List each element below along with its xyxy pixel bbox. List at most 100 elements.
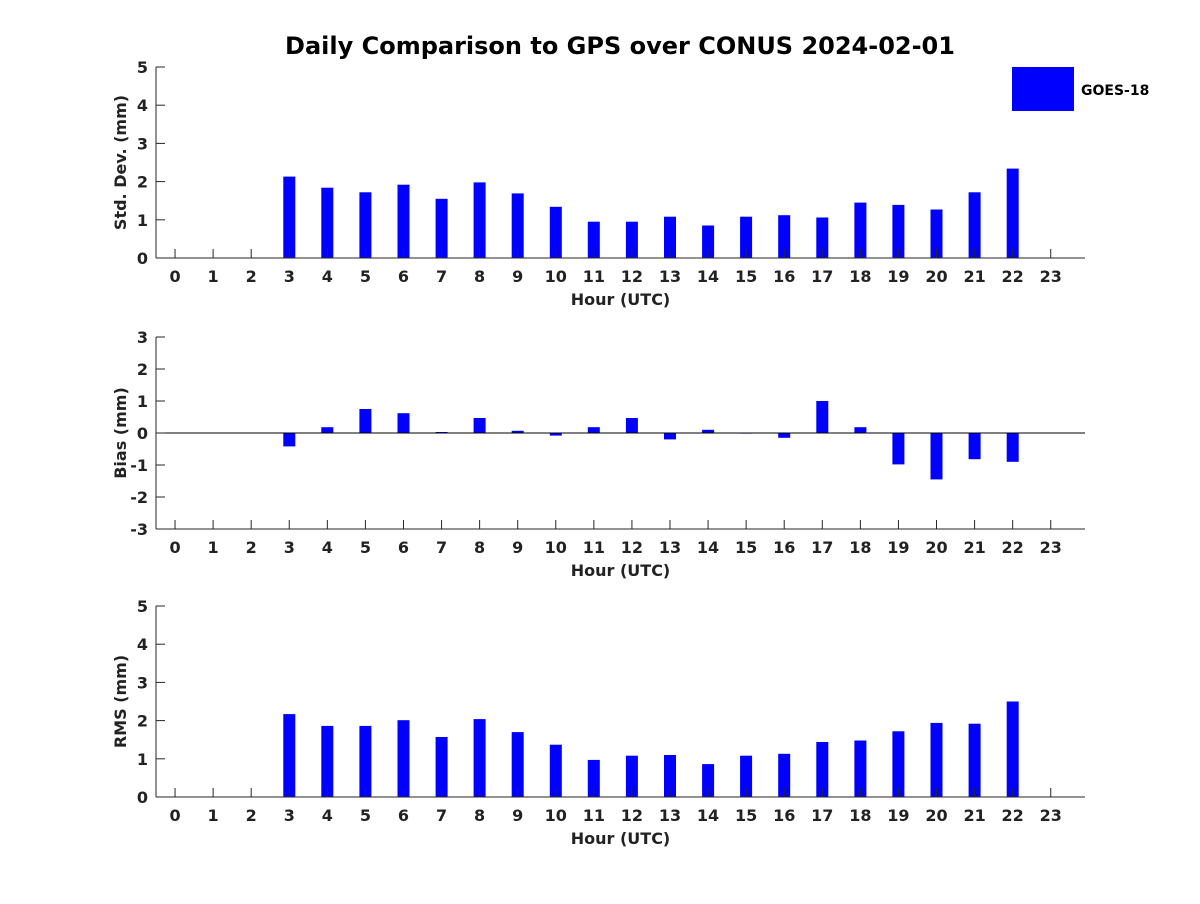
bar-hour-4 bbox=[321, 187, 334, 258]
bar-hour-17 bbox=[816, 401, 829, 433]
bar-hour-20 bbox=[930, 722, 943, 797]
y-axis-label: Std. Dev. (mm) bbox=[111, 95, 130, 230]
bar-hour-19 bbox=[892, 433, 905, 465]
bar-hour-8 bbox=[473, 182, 486, 258]
bar-hour-7 bbox=[435, 198, 448, 258]
y-tick-label: 4 bbox=[137, 635, 148, 654]
x-tick-label: 5 bbox=[360, 806, 371, 825]
x-tick-label: 4 bbox=[322, 806, 333, 825]
bar-hour-22 bbox=[1006, 168, 1019, 258]
x-tick-label: 11 bbox=[583, 538, 605, 557]
legend-label: GOES-18 bbox=[1081, 83, 1149, 99]
y-tick-label: 2 bbox=[137, 712, 148, 731]
bar-hour-13 bbox=[664, 433, 676, 440]
x-tick-label: 19 bbox=[887, 538, 909, 557]
bar-hour-10 bbox=[549, 744, 562, 797]
bar-hour-18 bbox=[854, 740, 867, 797]
y-tick-label: 0 bbox=[137, 788, 148, 807]
x-tick-label: 17 bbox=[811, 806, 833, 825]
x-tick-label: 4 bbox=[322, 267, 333, 286]
x-tick-label: 1 bbox=[208, 806, 219, 825]
bar-hour-17 bbox=[816, 217, 829, 258]
bar-hour-4 bbox=[321, 427, 334, 433]
bar-hour-16 bbox=[778, 433, 791, 438]
x-tick-label: 1 bbox=[208, 538, 219, 557]
bar-hour-13 bbox=[664, 755, 676, 797]
x-tick-label: 18 bbox=[849, 267, 871, 286]
x-tick-label: 0 bbox=[169, 806, 180, 825]
bar-hour-20 bbox=[930, 433, 943, 480]
y-tick-label: 3 bbox=[137, 673, 148, 692]
x-tick-label: 13 bbox=[659, 538, 681, 557]
x-axis-label: Hour (UTC) bbox=[571, 561, 671, 580]
x-tick-label: 3 bbox=[284, 267, 295, 286]
y-tick-label: 3 bbox=[137, 134, 148, 153]
bar-hour-14 bbox=[702, 225, 715, 258]
bar-hour-12 bbox=[625, 755, 638, 797]
bar-hour-8 bbox=[473, 719, 486, 797]
x-tick-label: 23 bbox=[1040, 267, 1062, 286]
x-tick-label: 10 bbox=[545, 538, 567, 557]
y-tick-label: 3 bbox=[137, 328, 148, 347]
bar-hour-22 bbox=[1006, 701, 1019, 797]
bar-hour-16 bbox=[778, 215, 791, 258]
x-tick-label: 13 bbox=[659, 806, 681, 825]
x-tick-label: 11 bbox=[583, 267, 605, 286]
bar-hour-10 bbox=[549, 206, 562, 258]
y-axis-label: RMS (mm) bbox=[111, 655, 130, 748]
x-tick-label: 20 bbox=[925, 806, 947, 825]
y-tick-label: 0 bbox=[137, 249, 148, 268]
bar-hour-4 bbox=[321, 725, 334, 797]
x-tick-label: 6 bbox=[398, 538, 409, 557]
x-tick-label: 6 bbox=[398, 806, 409, 825]
x-tick-label: 13 bbox=[659, 267, 681, 286]
x-tick-label: 8 bbox=[474, 806, 485, 825]
bar-hour-3 bbox=[283, 433, 296, 447]
bar-hour-6 bbox=[397, 413, 410, 433]
x-tick-label: 19 bbox=[887, 806, 909, 825]
x-tick-label: 5 bbox=[360, 538, 371, 557]
bar-hour-15 bbox=[740, 755, 753, 797]
x-tick-label: 17 bbox=[811, 267, 833, 286]
bar-hour-5 bbox=[359, 192, 372, 258]
x-tick-label: 16 bbox=[773, 538, 795, 557]
bar-hour-3 bbox=[283, 714, 296, 797]
x-tick-label: 0 bbox=[169, 538, 180, 557]
bar-hour-9 bbox=[511, 193, 524, 258]
x-tick-label: 16 bbox=[773, 267, 795, 286]
bar-hour-8 bbox=[473, 418, 486, 433]
x-tick-label: 14 bbox=[697, 267, 719, 286]
bar-hour-18 bbox=[854, 427, 867, 433]
bar-hour-11 bbox=[587, 759, 600, 797]
y-tick-label: 2 bbox=[137, 173, 148, 192]
x-tick-label: 22 bbox=[1002, 267, 1024, 286]
x-tick-label: 7 bbox=[436, 267, 447, 286]
x-tick-label: 23 bbox=[1040, 538, 1062, 557]
y-tick-label: -3 bbox=[130, 520, 148, 539]
x-tick-label: 20 bbox=[925, 267, 947, 286]
bar-hour-5 bbox=[359, 409, 372, 433]
x-tick-label: 2 bbox=[246, 538, 257, 557]
bar-hour-9 bbox=[511, 430, 524, 433]
x-tick-label: 18 bbox=[849, 538, 871, 557]
y-tick-label: 0 bbox=[137, 424, 148, 443]
legend-swatch bbox=[1012, 67, 1074, 111]
x-tick-label: 12 bbox=[621, 267, 643, 286]
bar-hour-22 bbox=[1006, 433, 1019, 462]
x-tick-label: 3 bbox=[284, 538, 295, 557]
bar-hour-11 bbox=[587, 427, 600, 433]
x-tick-label: 5 bbox=[360, 267, 371, 286]
y-tick-label: 5 bbox=[137, 58, 148, 77]
bar-hour-21 bbox=[968, 433, 981, 460]
y-tick-label: 4 bbox=[137, 96, 148, 115]
x-axis-label: Hour (UTC) bbox=[571, 290, 671, 309]
x-tick-label: 7 bbox=[436, 806, 447, 825]
x-tick-label: 21 bbox=[963, 806, 985, 825]
x-tick-label: 8 bbox=[474, 538, 485, 557]
x-tick-label: 16 bbox=[773, 806, 795, 825]
x-tick-label: 10 bbox=[545, 267, 567, 286]
